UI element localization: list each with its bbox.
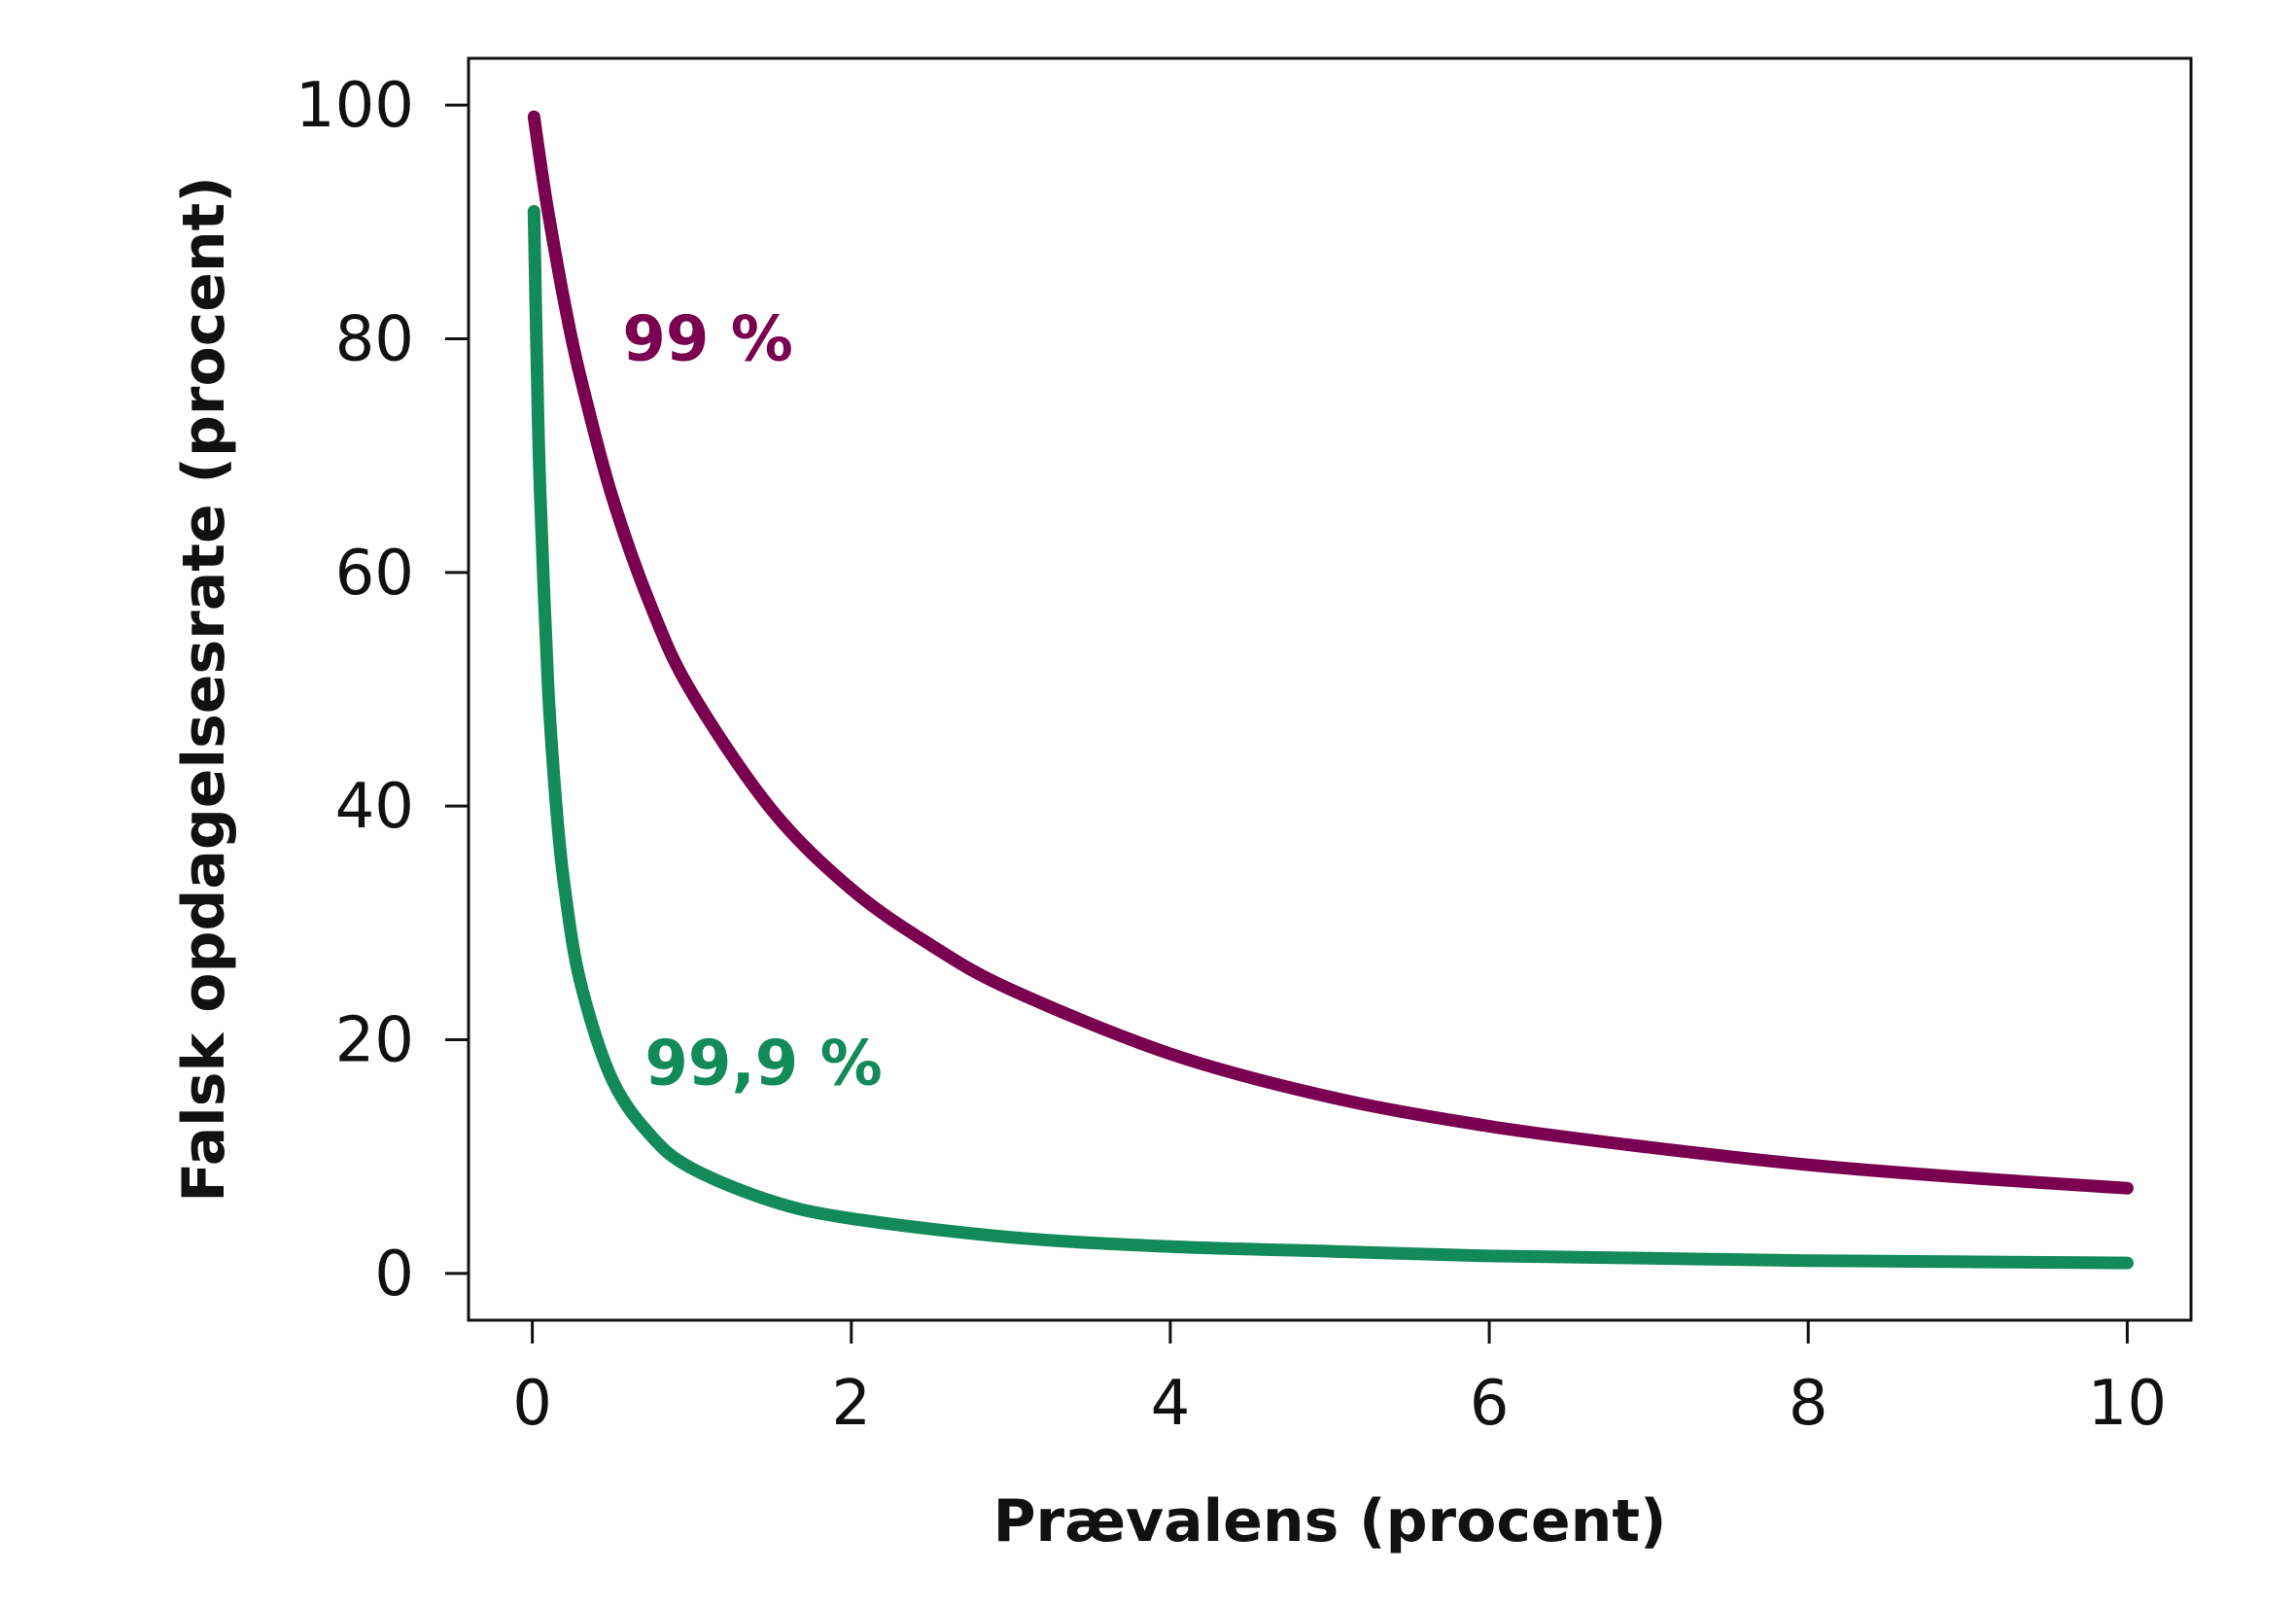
x-tick-label-2: 4 xyxy=(1151,1368,1191,1440)
series-label-1: 99,9 % xyxy=(644,1029,882,1100)
y-tick-label-0: 0 xyxy=(374,1239,414,1310)
x-axis-title: Prævalens (procent) xyxy=(993,1487,1667,1555)
y-tick-label-1: 20 xyxy=(335,1005,414,1077)
y-tick-label-5: 100 xyxy=(296,70,414,142)
x-tick-label-4: 8 xyxy=(1789,1368,1828,1440)
plot-frame xyxy=(467,56,2193,1322)
series-group: 99 % 99,9 % xyxy=(527,110,2134,1270)
x-tick-label-5: 10 xyxy=(2088,1368,2167,1440)
y-axis: 0 20 40 60 80 100 xyxy=(296,70,469,1310)
y-tick-label-2: 40 xyxy=(335,771,414,843)
y-tick-label-3: 60 xyxy=(335,538,414,610)
series-line-1 xyxy=(527,204,2134,1270)
x-tick-label-3: 6 xyxy=(1470,1368,1510,1440)
x-axis: 0 2 4 6 8 10 xyxy=(512,1320,2167,1440)
x-tick-label-1: 2 xyxy=(831,1368,871,1440)
series-line-0 xyxy=(527,110,2134,1195)
x-tick-label-0: 0 xyxy=(512,1368,552,1440)
series-label-0: 99 % xyxy=(622,303,792,375)
y-tick-label-4: 80 xyxy=(335,303,414,375)
y-axis-title: Falsk opdagelsesrate (procent) xyxy=(170,176,238,1203)
